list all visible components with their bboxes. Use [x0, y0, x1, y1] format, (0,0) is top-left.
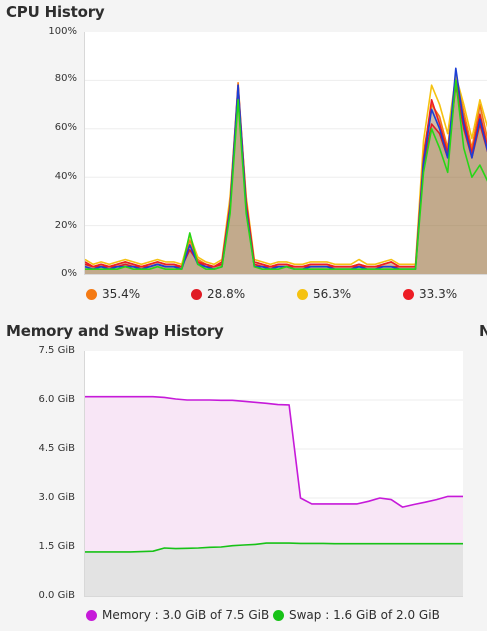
- cpu-legend-item[interactable]: 28.8%: [191, 287, 245, 301]
- cpu-legend-item[interactable]: 56.3%: [297, 287, 351, 301]
- memory-swap-history-title: Memory and Swap History: [6, 322, 224, 340]
- memory-legend: Memory : 3.0 GiB of 7.5 GiB Swap : 1.6 G…: [86, 608, 486, 624]
- cpu3-color-dot[interactable]: [297, 288, 308, 300]
- memory-color-dot[interactable]: [86, 609, 97, 621]
- series-area: [85, 75, 487, 274]
- cpu4-usage-label: 33.3%: [419, 287, 458, 301]
- cpu-y-tick: 20%: [54, 220, 77, 231]
- cpu2-color-dot[interactable]: [191, 288, 202, 300]
- memory-swap-history-chart: [84, 351, 463, 597]
- cpu1-usage-label: 35.4%: [102, 287, 141, 301]
- memory-y-tick: 0.0 GiB: [38, 590, 75, 601]
- cpu-y-tick: 80%: [54, 73, 77, 84]
- memory-y-tick: 7.5 GiB: [38, 345, 75, 356]
- cpu-y-tick: 0%: [61, 268, 77, 279]
- cpu-legend-item[interactable]: 33.3%: [403, 287, 457, 301]
- cpu-chart-canvas: [85, 67, 487, 274]
- cpu-y-tick: 60%: [54, 122, 77, 133]
- memory-y-tick: 1.5 GiB: [38, 541, 75, 552]
- cpu4-color-dot[interactable]: [403, 288, 414, 300]
- swap-legend-item[interactable]: Swap : 1.6 GiB of 2.0 GiB: [273, 608, 440, 622]
- memory-usage-label: Memory : 3.0 GiB of 7.5 GiB: [102, 608, 270, 622]
- memory-legend-item[interactable]: Memory : 3.0 GiB of 7.5 GiB: [86, 608, 269, 622]
- series-line: [85, 79, 487, 270]
- series-area: [85, 85, 487, 274]
- network-history-title-fragment: N: [479, 322, 487, 340]
- cpu-y-tick: 100%: [48, 26, 77, 37]
- cpu-legend: 35.4% 28.8% 56.3% 33.3%: [86, 287, 487, 303]
- memory-y-tick: 4.5 GiB: [38, 443, 75, 454]
- cpu-legend-item[interactable]: 35.4%: [86, 287, 140, 301]
- series-area: [85, 543, 463, 596]
- memory-y-tick: 3.0 GiB: [38, 492, 75, 503]
- swap-usage-label: Swap : 1.6 GiB of 2.0 GiB: [289, 608, 440, 622]
- cpu1-color-dot[interactable]: [86, 288, 97, 300]
- cpu-y-tick: 40%: [54, 171, 77, 182]
- cpu-history-title: CPU History: [6, 3, 105, 21]
- memory-chart-canvas: [85, 395, 463, 596]
- cpu3-usage-label: 56.3%: [313, 287, 352, 301]
- swap-color-dot[interactable]: [273, 609, 284, 621]
- cpu-history-chart: [84, 32, 487, 275]
- memory-y-tick: 6.0 GiB: [38, 394, 75, 405]
- cpu2-usage-label: 28.8%: [207, 287, 246, 301]
- series-line: [85, 395, 463, 508]
- series-line: [85, 74, 487, 266]
- series-line: [85, 542, 463, 553]
